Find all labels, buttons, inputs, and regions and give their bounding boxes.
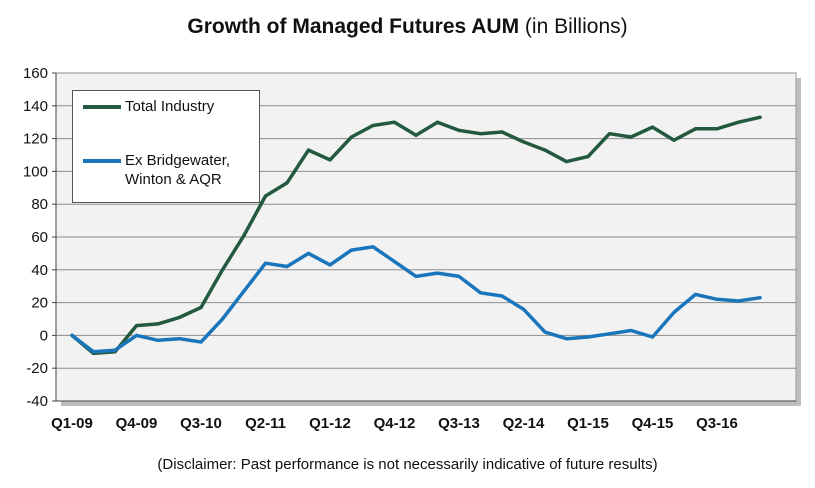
chart-title-main: Growth of Managed Futures AUM [187,15,520,38]
chart-title-sub: (in Billions) [524,15,628,38]
data-point-ex-bridgewater [435,271,440,275]
data-point-ex-bridgewater [91,350,96,354]
data-point-ex-bridgewater [629,328,633,333]
x-tick-label: Q2-11 [245,415,286,432]
data-point-ex-bridgewater [199,340,203,344]
y-tick-label: 160 [23,65,48,82]
data-point-total-industry [672,138,676,142]
data-point-ex-bridgewater [457,274,461,278]
data-point-total-industry [478,132,483,136]
data-point-ex-bridgewater [500,294,504,298]
data-point-ex-bridgewater [564,337,569,341]
data-point-total-industry [500,130,504,134]
data-point-ex-bridgewater [607,332,612,336]
data-point-total-industry [629,135,633,139]
y-tick-label: 20 [31,295,48,312]
data-point-total-industry [693,127,698,131]
data-point-total-industry [242,233,246,237]
data-point-ex-bridgewater [177,337,182,341]
data-point-ex-bridgewater [156,338,160,342]
data-point-ex-bridgewater [736,299,741,303]
data-point-ex-bridgewater [328,263,332,267]
legend-item-total-industry: Total Industry [83,97,214,116]
x-tick-label: Q1-12 [309,415,351,432]
data-point-total-industry [457,128,461,132]
legend-label-total-industry: Total Industry [125,98,215,115]
legend-item-ex-bridgewater: Ex Bridgewater, Winton & AQR [83,151,230,189]
y-tick-label: 140 [23,98,48,115]
y-tick-label: 80 [31,196,48,213]
x-tick-label: Q3-10 [180,415,222,432]
data-point-total-industry [177,315,182,319]
y-tick-label: -20 [26,360,48,377]
data-point-total-industry [285,181,289,185]
data-point-ex-bridgewater [134,333,139,337]
data-point-total-industry [543,148,547,152]
data-point-ex-bridgewater [371,245,375,249]
data-point-total-industry [263,194,268,198]
y-tick-label: 100 [23,163,48,180]
data-point-total-industry [758,115,762,119]
data-point-total-industry [414,133,418,137]
y-tick-label: 120 [23,131,48,148]
data-point-total-industry [134,323,139,328]
disclaimer: (Disclaimer: Past performance is not nec… [157,456,658,473]
data-point-ex-bridgewater [478,291,483,295]
data-point-total-industry [715,127,719,131]
data-point-total-industry [435,120,440,124]
legend-swatch-ex-bridgewater [83,159,121,163]
data-point-ex-bridgewater [70,333,74,337]
legend-label-ex-bridgewater: Ex Bridgewater, Winton & AQR [125,152,231,188]
x-tick-label: Q1-15 [567,415,609,432]
data-point-ex-bridgewater [349,248,354,252]
data-point-total-industry [392,120,397,124]
data-point-ex-bridgewater [306,251,311,255]
data-point-ex-bridgewater [586,335,590,339]
data-point-total-industry [328,158,332,162]
data-point-total-industry [521,140,526,144]
data-point-ex-bridgewater [672,310,676,315]
data-point-ex-bridgewater [650,335,655,339]
data-point-ex-bridgewater [715,297,719,301]
x-tick-label: Q4-15 [632,415,674,432]
data-point-total-industry [371,123,375,128]
x-tick-label: Q3-16 [696,415,738,432]
data-point-ex-bridgewater [414,274,418,278]
data-point-total-industry [564,159,569,164]
data-point-ex-bridgewater [242,289,246,293]
data-point-ex-bridgewater [521,307,526,311]
x-tick-label: Q2-14 [503,415,545,432]
data-point-total-industry [736,120,741,124]
data-point-total-industry [586,155,590,159]
line-chart: -40 -20 0 20 40 60 80 100 120 140 160 Q1-09 Q4-09 Q3-… [23,65,801,432]
x-tick-label: Q1-09 [51,415,93,432]
x-tick-label: Q4-12 [374,415,416,432]
data-point-total-industry [306,148,311,152]
data-point-ex-bridgewater [758,296,762,300]
data-point-ex-bridgewater [113,348,117,352]
data-point-total-industry [650,125,655,129]
data-point-ex-bridgewater [693,292,698,296]
data-point-ex-bridgewater [543,330,547,334]
data-point-ex-bridgewater [285,264,289,269]
data-point-total-industry [199,305,203,310]
data-point-total-industry [349,135,354,139]
y-tick-label: 40 [31,262,48,279]
legend: Total Industry Ex Bridgewater, Winton & … [72,90,260,203]
data-point-total-industry [156,322,160,326]
y-tick-label: -40 [26,393,48,410]
data-point-ex-bridgewater [392,260,397,264]
data-point-ex-bridgewater [263,261,268,265]
legend-swatch-total-industry [83,105,121,109]
y-tick-label: 0 [40,327,48,344]
chart-title: Growth of Managed Futures AUM (in Billio… [0,15,815,39]
x-tick-label: Q4-09 [116,415,158,432]
data-point-total-industry [220,268,225,272]
data-point-ex-bridgewater [220,317,225,321]
data-point-total-industry [607,132,612,136]
y-tick-label: 60 [31,229,48,246]
x-tick-label: Q3-13 [438,415,480,432]
